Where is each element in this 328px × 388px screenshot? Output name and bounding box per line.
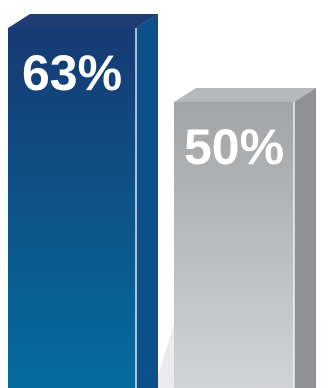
bar-2-top bbox=[174, 88, 316, 102]
bar-1-top bbox=[8, 14, 158, 28]
bar-2-data-label: 50% bbox=[184, 119, 284, 175]
bar-2 bbox=[174, 102, 294, 388]
bar-1 bbox=[8, 28, 136, 388]
bar-1-data-label: 63% bbox=[22, 45, 122, 101]
bar-1-side bbox=[136, 14, 158, 388]
chart-marks: 63% 50% bbox=[8, 14, 328, 388]
bar-2-side bbox=[294, 88, 316, 388]
